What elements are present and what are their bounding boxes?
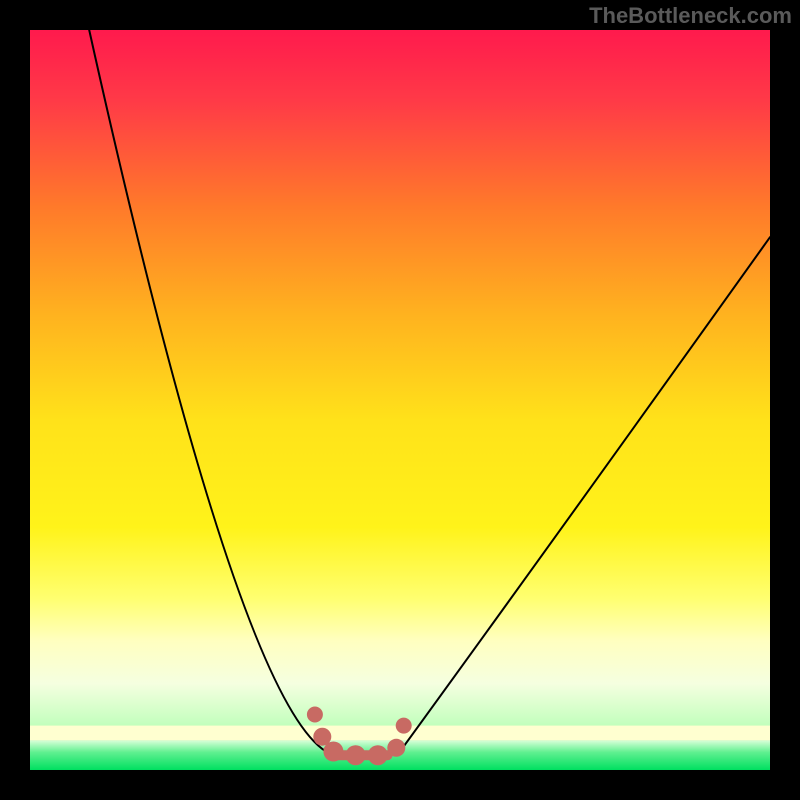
necklace-bead bbox=[396, 718, 412, 734]
frame-right bbox=[770, 0, 800, 800]
frame-bottom bbox=[0, 770, 800, 800]
necklace-bead bbox=[346, 745, 366, 765]
necklace-bead bbox=[387, 739, 405, 757]
chart-container: TheBottleneck.com bbox=[0, 0, 800, 800]
plot-gradient bbox=[30, 30, 770, 740]
watermark-text: TheBottleneck.com bbox=[589, 3, 792, 29]
necklace-bead bbox=[323, 742, 343, 762]
chart-svg bbox=[0, 0, 800, 800]
frame-left bbox=[0, 0, 30, 800]
necklace-bead bbox=[307, 707, 323, 723]
necklace-bead bbox=[368, 745, 388, 765]
